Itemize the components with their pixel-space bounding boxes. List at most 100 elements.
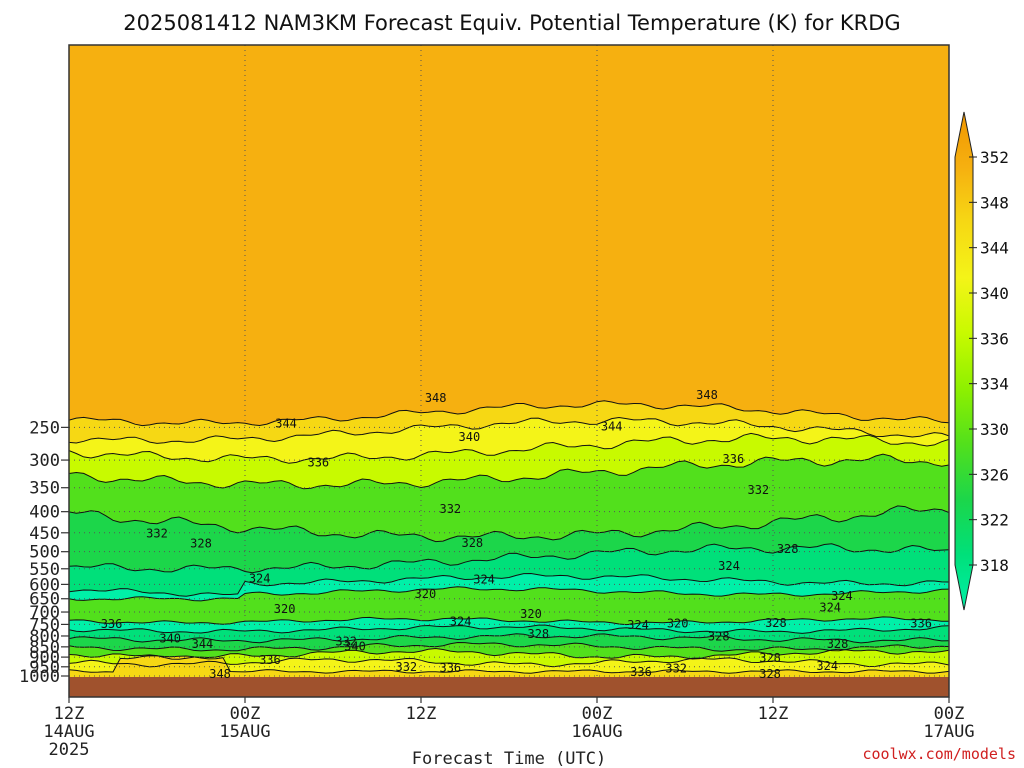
contour-label: 328 <box>759 651 781 665</box>
contour-line-332 <box>69 505 949 543</box>
colorbar: 318 322 326 330 334 336 340 344 348 352 <box>954 111 1009 611</box>
y-tick-label: 450 <box>29 524 60 544</box>
x-tick-label-line2: 15AUG <box>219 722 270 742</box>
x-tick-label-line1: 00Z <box>230 704 261 724</box>
y-tick-label: 300 <box>29 451 60 471</box>
contour-label: 328 <box>190 537 212 551</box>
contour-label: 340 <box>459 430 481 444</box>
y-tick-label: 500 <box>29 543 60 563</box>
contour-line-320 <box>69 586 949 602</box>
contour-line-336 <box>69 453 949 490</box>
colorbar-label: 344 <box>980 239 1009 258</box>
contour-line-320 <box>69 616 949 626</box>
colorbar-label: 336 <box>980 329 1009 348</box>
x-axis-title: Forecast Time (UTC) <box>412 749 606 768</box>
contour-label: 320 <box>415 587 437 601</box>
contour-label: 328 <box>777 542 799 556</box>
y-tick-label: 650 <box>29 590 60 610</box>
contour-label: 324 <box>627 618 649 632</box>
contour-label: 348 <box>696 388 718 402</box>
contour-label: 348 <box>425 391 447 405</box>
contour-line-332 <box>69 641 949 652</box>
x-tick-label-line1: 12Z <box>54 704 85 724</box>
y-tick-label: 900 <box>29 648 60 668</box>
contour-label: 324 <box>473 573 495 587</box>
contour-label: 328 <box>527 627 549 641</box>
contour-label: 328 <box>765 616 787 630</box>
x-tick-label-line1: 00Z <box>582 704 613 724</box>
contour-label: 332 <box>335 634 357 648</box>
contour-line-340 <box>69 432 949 464</box>
contour-line-328 <box>69 633 949 644</box>
y-axis: 250 300 350 4004505005506006507007508008509… <box>19 418 69 687</box>
colorbar-label: 340 <box>980 284 1009 303</box>
contour-label: 336 <box>439 661 461 675</box>
contour-label: 336 <box>723 452 745 466</box>
y-tick-label: 1000 <box>19 667 60 687</box>
contour-label: 344 <box>192 637 214 651</box>
contour-line-344 <box>69 655 949 674</box>
contour-line-324 <box>69 624 949 634</box>
x-tick-label-line2: 14AUG <box>43 722 94 742</box>
contour-label: 324 <box>816 659 838 673</box>
grid-lines <box>69 45 949 697</box>
contour-labels: 348 348 344 344 340 336 336 332 332 332 328 328 328 3… <box>101 388 932 681</box>
contour-label: 328 <box>708 629 730 643</box>
colorbar-label: 334 <box>980 375 1009 394</box>
contour-line-340 <box>69 657 949 668</box>
contour-label: 336 <box>101 617 123 631</box>
x-tick-label-line3: 2025 <box>49 740 90 760</box>
contour-label: 336 <box>910 616 932 630</box>
colorbar-labels: 318 322 326 330 334 336 340 344 348 352 <box>969 148 1009 575</box>
contour-label: 336 <box>307 455 329 469</box>
contour-label: 336 <box>259 653 281 667</box>
y-tick-label: 550 <box>29 560 60 580</box>
y-tick-label: 700 <box>29 603 60 623</box>
contour-line-324 <box>69 572 949 597</box>
y-tick-label: 600 <box>29 575 60 595</box>
y-tick-label: 250 <box>29 418 60 438</box>
y-tick-label: 350 <box>29 479 60 499</box>
colorbar-body <box>954 111 974 611</box>
contour-line-328 <box>69 543 949 574</box>
contour-label: 328 <box>461 536 483 550</box>
plot-area: 348 348 344 344 340 336 336 332 332 332 328 328 328 3… <box>69 45 949 697</box>
contour-label: 336 <box>630 665 652 679</box>
y-tick-label: 800 <box>29 627 60 647</box>
colorbar-label: 348 <box>980 193 1009 212</box>
colorbar-label: 330 <box>980 420 1009 439</box>
band-348 <box>69 45 949 426</box>
contour-label: 332 <box>395 660 417 674</box>
colorbar-label: 322 <box>980 511 1009 530</box>
contour-label: 328 <box>827 637 849 651</box>
contour-label: 332 <box>747 483 769 497</box>
x-tick-label-line1: 00Z <box>934 704 965 724</box>
x-tick-label-line2: 16AUG <box>571 722 622 742</box>
contour-label: 320 <box>520 607 542 621</box>
contour-line-348 <box>69 400 949 427</box>
contour-label: 320 <box>274 602 296 616</box>
plot-frame <box>68 44 950 698</box>
y-tick-label: 400 <box>29 503 60 523</box>
contour-label: 324 <box>450 615 472 629</box>
y-tick-label: 950 <box>29 658 60 678</box>
contour-label: 324 <box>831 589 853 603</box>
contour-label: 324 <box>249 571 271 585</box>
colorbar-label: 326 <box>980 465 1009 484</box>
contour-label: 328 <box>759 667 781 681</box>
contour-label: 344 <box>601 420 623 434</box>
chart-title: 2025081412 NAM3KM Forecast Equiv. Potent… <box>123 11 900 35</box>
contour-line-336 <box>69 647 949 660</box>
contour-label: 340 <box>344 639 366 653</box>
x-tick-label-line2: 17AUG <box>923 722 974 742</box>
contour-label: 324 <box>819 600 841 614</box>
contour-label: 332 <box>439 502 461 516</box>
contour-label: 324 <box>718 559 740 573</box>
contour-label: 320 <box>667 616 689 630</box>
contour-label: 332 <box>665 662 687 676</box>
credit-text: coolwx.com/models <box>862 745 1016 763</box>
y-tick-label: 750 <box>29 615 60 635</box>
x-tick-label-line1: 12Z <box>758 704 789 724</box>
